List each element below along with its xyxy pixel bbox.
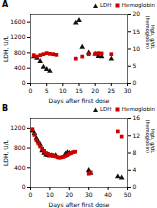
svg-text:0: 0 xyxy=(133,79,137,86)
html-text:Hemoglobin: Hemoglobin xyxy=(121,106,155,112)
svg-text:12: 12 xyxy=(133,132,141,139)
svg-text:5: 5 xyxy=(133,62,137,69)
svg-text:0: 0 xyxy=(133,183,137,190)
svg-text:40: 40 xyxy=(104,191,112,198)
html-text:LDH: LDH xyxy=(99,106,112,112)
svg-text:10: 10 xyxy=(46,191,54,198)
svg-text:10: 10 xyxy=(59,87,67,94)
svg-text:400: 400 xyxy=(14,64,26,71)
svg-text:30: 30 xyxy=(124,87,132,94)
svg-text:20: 20 xyxy=(91,87,99,94)
html-text:A: A xyxy=(2,0,9,9)
svg-text:10: 10 xyxy=(133,45,141,52)
svg-text:Days after first dose: Days after first dose xyxy=(49,97,110,105)
html-text:B: B xyxy=(2,104,9,113)
svg-text:800: 800 xyxy=(14,144,26,151)
svg-text:16: 16 xyxy=(133,114,141,121)
svg-text:30: 30 xyxy=(85,191,93,198)
svg-text:25: 25 xyxy=(108,87,116,94)
svg-text:Hgb, g/dL(hemoglobin): Hgb, g/dL(hemoglobin) xyxy=(144,120,156,154)
svg-text:4: 4 xyxy=(133,166,137,173)
svg-text:Days after first dose: Days after first dose xyxy=(49,201,110,208)
svg-text:15: 15 xyxy=(75,87,83,94)
html-text:Hemoglobin: Hemoglobin xyxy=(121,2,155,8)
svg-text:0: 0 xyxy=(29,87,33,94)
svg-text:50: 50 xyxy=(124,191,132,198)
svg-text:20: 20 xyxy=(65,191,73,198)
html-text:LDH: LDH xyxy=(99,2,112,8)
svg-text:0: 0 xyxy=(22,79,26,86)
svg-text:LDH, U/L: LDH, U/L xyxy=(2,139,9,166)
svg-text:1200: 1200 xyxy=(10,124,25,131)
svg-text:0: 0 xyxy=(22,183,26,190)
svg-text:1600: 1600 xyxy=(10,18,25,25)
svg-text:LDH, U/L: LDH, U/L xyxy=(2,35,9,62)
svg-text:20: 20 xyxy=(133,10,141,17)
svg-text:15: 15 xyxy=(133,28,141,35)
svg-text:1200: 1200 xyxy=(10,33,25,40)
svg-text:5: 5 xyxy=(45,87,49,94)
svg-text:0: 0 xyxy=(29,191,33,198)
svg-text:Hgb, g/dL(hemoglobin): Hgb, g/dL(hemoglobin) xyxy=(144,16,156,50)
svg-text:400: 400 xyxy=(14,164,26,171)
svg-text:8: 8 xyxy=(133,149,137,156)
svg-text:800: 800 xyxy=(14,49,26,56)
